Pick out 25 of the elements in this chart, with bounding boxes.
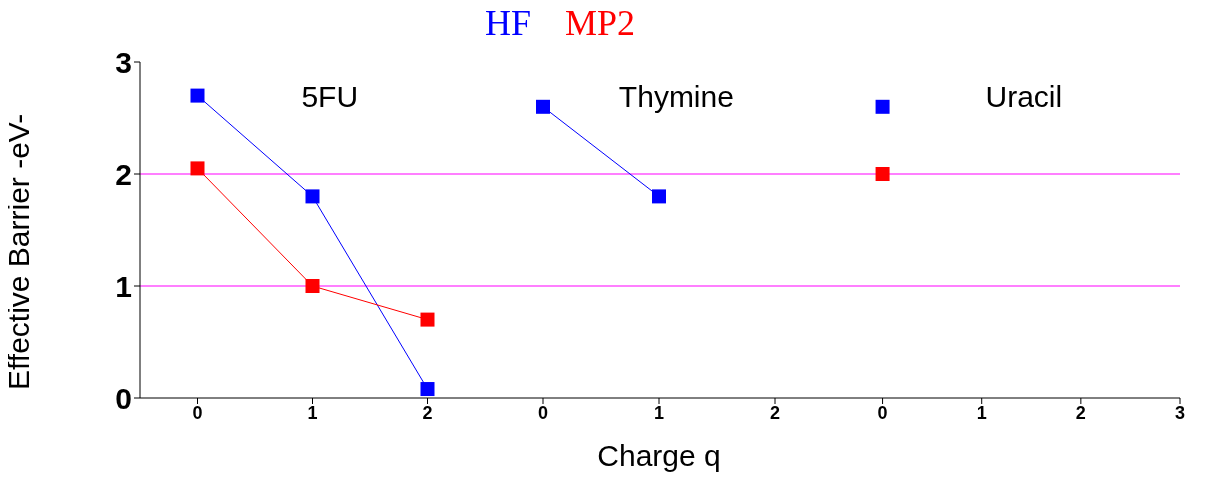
y-tick-label: 1: [115, 269, 132, 303]
y-tick-label: 3: [115, 45, 132, 79]
annotation: Uracil: [985, 80, 1063, 114]
x-tick-label: 2: [422, 402, 433, 423]
point: [420, 382, 435, 397]
x-tick-label: 0: [537, 402, 549, 423]
x-tick-label: 3: [1174, 402, 1186, 423]
point: [190, 161, 205, 176]
text: MP2: [565, 3, 636, 43]
annotation: Thymine: [618, 80, 734, 114]
x-axis-title: Charge q: [597, 439, 721, 472]
x-tick-label: 2: [1075, 402, 1086, 423]
point: [190, 88, 205, 103]
x-tick-label: 0: [877, 402, 888, 423]
annotation: 5FU: [301, 80, 359, 114]
x-tick-label: 0: [192, 402, 203, 423]
point: [420, 312, 435, 327]
x-tick-label: 2: [769, 402, 781, 423]
point: [305, 189, 320, 204]
x-tick-label: 1: [976, 402, 987, 423]
y-tick-label: 2: [115, 157, 132, 191]
point: [305, 279, 320, 293]
x-tick-label: 1: [653, 402, 665, 423]
text: HF: [485, 3, 532, 43]
x-tick-label: 1: [307, 402, 318, 423]
